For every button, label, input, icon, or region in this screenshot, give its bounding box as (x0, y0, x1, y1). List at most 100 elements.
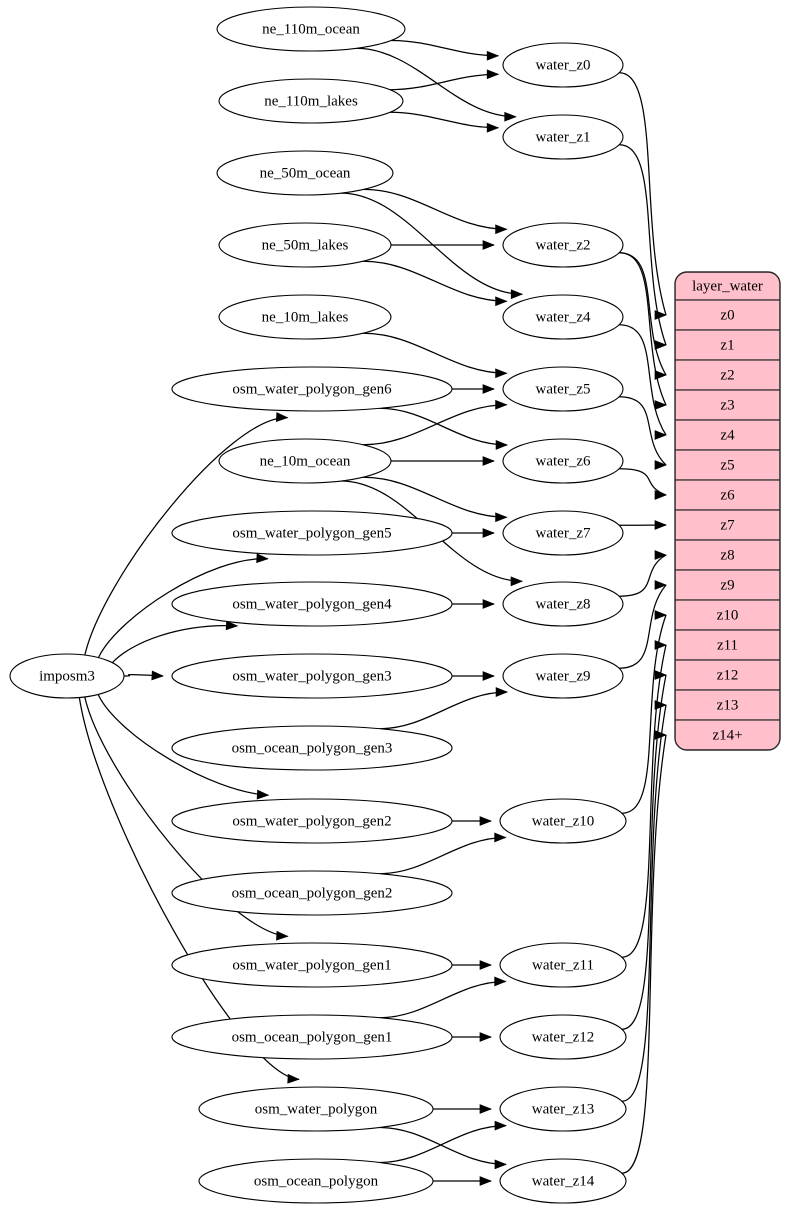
table-row-label: z14+ (712, 727, 742, 743)
node-label: imposm3 (39, 668, 95, 684)
edge-line (379, 691, 508, 730)
node-ne_110m_ocean[interactable]: ne_110m_ocean (216, 6, 406, 52)
edge-line (97, 558, 268, 658)
arrow-head (225, 620, 239, 631)
edge-line (389, 111, 499, 129)
edge-water_z2-to-z3 (619, 252, 667, 410)
node-water_z11[interactable]: water_z11 (499, 942, 627, 988)
node-osm_ocean_polygon_gen2[interactable]: osm_ocean_polygon_gen2 (171, 870, 453, 916)
table-row-z7[interactable] (675, 509, 780, 541)
table-row-z4[interactable] (675, 419, 780, 451)
arrow-head (654, 400, 667, 410)
edge-ne_50m_lakes-to-water_z4 (363, 260, 508, 307)
node-shape (171, 1014, 453, 1060)
node-label: water_z12 (532, 1029, 594, 1045)
edge-line (621, 674, 667, 1030)
table-row-label: z7 (720, 517, 735, 533)
node-shape (502, 653, 624, 699)
node-shape (171, 725, 453, 771)
node-label: water_z7 (536, 525, 591, 541)
node-water_z6[interactable]: water_z6 (502, 438, 624, 484)
node-ne_50m_ocean[interactable]: ne_50m_ocean (216, 150, 394, 196)
node-label: water_z13 (532, 1101, 594, 1117)
node-water_z1[interactable]: water_z1 (502, 114, 624, 160)
table-row-z2[interactable] (675, 359, 780, 391)
node-water_z14[interactable]: water_z14 (499, 1158, 627, 1204)
node-shape (502, 581, 624, 627)
node-osm_water_polygon_gen6[interactable]: osm_water_polygon_gen6 (171, 366, 453, 412)
arrow-head (482, 671, 495, 681)
node-water_z10[interactable]: water_z10 (499, 798, 627, 844)
node-water_z4[interactable]: water_z4 (502, 294, 624, 340)
node-label: osm_water_polygon_gen1 (232, 957, 391, 973)
arrow-head (510, 289, 524, 300)
node-osm_water_polygon_gen1[interactable]: osm_water_polygon_gen1 (171, 942, 453, 988)
table-outline (674, 271, 781, 751)
arrow-head (654, 730, 667, 740)
node-osm_water_polygon_gen4[interactable]: osm_water_polygon_gen4 (171, 581, 453, 627)
edge-line (379, 1124, 506, 1164)
node-osm_water_polygon_gen5[interactable]: osm_water_polygon_gen5 (171, 510, 453, 556)
node-water_z8[interactable]: water_z8 (502, 581, 624, 627)
edge-osm_water_polygon_gen6-to-water_z6 (379, 407, 509, 450)
table-row-z12[interactable] (675, 659, 780, 691)
table-row-z1[interactable] (675, 329, 780, 361)
node-label: osm_ocean_polygon_gen1 (232, 1029, 393, 1045)
node-osm_water_polygon_gen2[interactable]: osm_water_polygon_gen2 (171, 798, 453, 844)
table-row-z10[interactable] (675, 599, 780, 631)
edge-ne_10m_ocean-to-water_z6 (391, 456, 495, 466)
edge-imposm3-to-osm_water_polygon_gen3 (123, 670, 164, 681)
arrow-head (482, 528, 495, 538)
edge-water_z0-to-z0 (619, 72, 667, 320)
table-row-z0[interactable] (675, 299, 780, 331)
node-shape (218, 438, 392, 484)
node-osm_water_polygon[interactable]: osm_water_polygon (198, 1086, 434, 1132)
node-water_z7[interactable]: water_z7 (502, 510, 624, 556)
arrow-head (479, 960, 492, 970)
node-osm_ocean_polygon[interactable]: osm_ocean_polygon (198, 1158, 434, 1204)
node-label: ne_50m_lakes (262, 237, 349, 253)
node-water_z13[interactable]: water_z13 (499, 1086, 627, 1132)
arrow-head (151, 670, 164, 681)
node-water_z2[interactable]: water_z2 (502, 222, 624, 268)
edge-line (363, 476, 507, 518)
table-row-label: z11 (717, 637, 738, 653)
edge-water_z1-to-z1 (619, 144, 667, 350)
node-osm_ocean_polygon_gen1[interactable]: osm_ocean_polygon_gen1 (171, 1014, 453, 1060)
edge-line (619, 144, 667, 346)
edge-osm_water_polygon_gen4-to-water_z8 (452, 599, 495, 609)
node-shape (216, 150, 394, 196)
node-ne_10m_ocean[interactable]: ne_10m_ocean (218, 438, 392, 484)
node-water_z9[interactable]: water_z9 (502, 653, 624, 699)
arrow-head (482, 240, 495, 250)
table-row-label: z13 (717, 697, 739, 713)
edge-water_z7-to-z7 (619, 520, 667, 530)
layer-water-table[interactable]: layer_water z0 z1 z2 z3 z4 z5 z6 z7 z8 z9 z10 z11 z12… (674, 271, 781, 751)
node-shape (502, 294, 624, 340)
table-row-z6[interactable] (675, 479, 780, 511)
node-water_z5[interactable]: water_z5 (502, 366, 624, 412)
node-water_z12[interactable]: water_z12 (499, 1014, 627, 1060)
arrow-head (495, 512, 508, 523)
node-osm_ocean_polygon_gen3[interactable]: osm_ocean_polygon_gen3 (171, 725, 453, 771)
node-label: ne_110m_ocean (262, 21, 360, 37)
table-row-label: z2 (720, 367, 734, 383)
node-ne_10m_lakes[interactable]: ne_10m_lakes (218, 294, 392, 340)
node-label: osm_water_polygon_gen6 (232, 381, 392, 397)
node-water_z0[interactable]: water_z0 (502, 42, 624, 88)
node-shape (502, 366, 624, 412)
node-ne_110m_lakes[interactable]: ne_110m_lakes (218, 78, 404, 124)
node-osm_water_polygon_gen3[interactable]: osm_water_polygon_gen3 (171, 653, 453, 699)
edge-line (621, 644, 667, 958)
edge-water_z11-to-z11 (621, 640, 667, 958)
arrow-head (654, 580, 667, 590)
arrow-head (495, 399, 508, 410)
node-ne_50m_lakes[interactable]: ne_50m_lakes (218, 222, 392, 268)
node-shape (218, 294, 392, 340)
arrow-head (482, 384, 495, 394)
edge-ne_50m_lakes-to-water_z2 (391, 240, 495, 250)
node-imposm3[interactable]: imposm3 (9, 653, 125, 699)
table-row-z14plus[interactable] (675, 719, 780, 750)
node-shape (502, 114, 624, 160)
edge-line (619, 72, 667, 316)
